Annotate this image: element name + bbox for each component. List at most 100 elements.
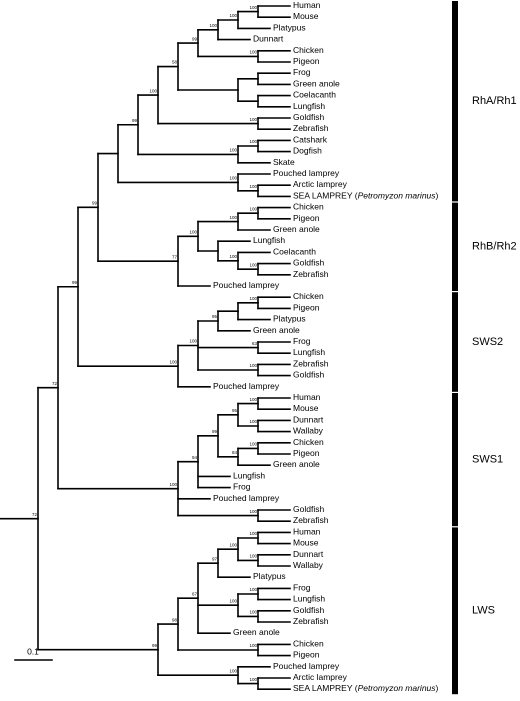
support-value: 100 (249, 50, 257, 55)
leaf-label: Pigeon (293, 448, 320, 458)
leaf-label: Pouched lamprey (213, 280, 280, 290)
leaf-label: Chicken (293, 45, 324, 55)
leaf-name: Lungfish (293, 101, 325, 111)
support-value: 100 (249, 139, 257, 144)
support-value: 77 (172, 254, 178, 259)
leaf-name: Zebrafish (293, 616, 329, 626)
leaf-label: Pouched lamprey (213, 381, 280, 391)
support-value: 100 (249, 509, 257, 514)
leaf-label: Frog (233, 482, 251, 492)
leaf-name: Mouse (293, 11, 319, 21)
support-value: 100 (229, 148, 237, 153)
support-value: 100 (249, 117, 257, 122)
leaf-label: Green anole (233, 627, 280, 637)
support-value: 100 (249, 610, 257, 615)
leaf-name: SEA LAMPREY ( (293, 683, 358, 693)
leaf-label: Goldfish (293, 258, 324, 268)
support-value: 98 (172, 617, 178, 622)
support-value: 100 (229, 215, 237, 220)
leaf-label: Wallaby (293, 560, 324, 570)
leaf-name: Wallaby (293, 426, 324, 436)
leaf-name: Goldfish (293, 112, 324, 122)
support-value: 100 (169, 359, 177, 364)
support-value: 95 (232, 408, 238, 413)
support-value: 100 (249, 397, 257, 402)
leaf-name: Green anole (293, 79, 340, 89)
leaf-name: Zebrafish (293, 123, 329, 133)
leaf-name: Frog (233, 482, 251, 492)
leaf-label: Mouse (293, 538, 319, 548)
leaf-name: Mouse (293, 403, 319, 413)
leaf-name: Green anole (273, 224, 320, 234)
leaf-label: Zebrafish (293, 359, 329, 369)
leaf-label: Platypus (273, 314, 306, 324)
leaf-label: Pigeon (293, 650, 320, 660)
support-value: 100 (249, 262, 257, 267)
support-value: 58 (172, 60, 178, 65)
support-value: 100 (249, 296, 257, 301)
clade-label: RhB/Rh2 (472, 241, 517, 253)
leaf-label: Dunnart (293, 415, 324, 425)
leaf-label: Chicken (293, 437, 324, 447)
leaf-name: SEA LAMPREY ( (293, 191, 358, 201)
leaf-label: Goldfish (293, 370, 324, 380)
leaf-label: Chicken (293, 202, 324, 212)
leaf-name: Frog (293, 67, 311, 77)
leaf-name: Pigeon (293, 448, 320, 458)
leaf-label: Goldfish (293, 504, 324, 514)
support-value: 100 (249, 363, 257, 368)
leaf-name: Pigeon (293, 213, 320, 223)
leaf-name: Mouse (293, 538, 319, 548)
leaf-name: Chicken (293, 437, 324, 447)
support-value: 100 (249, 587, 257, 592)
support-value: 100 (249, 419, 257, 424)
support-value: 100 (189, 339, 197, 344)
leaf-label: Zebrafish (293, 123, 329, 133)
support-value: 94 (192, 455, 198, 460)
support-value: 100 (149, 88, 157, 93)
clade-bar (452, 1, 458, 202)
leaf-name: Goldfish (293, 258, 324, 268)
clade-bar (452, 393, 458, 527)
leaf-label: Goldfish (293, 112, 324, 122)
leaf-name: Zebrafish (293, 359, 329, 369)
leaf-name: Coelacanth (293, 90, 336, 100)
support-value: 100 (209, 23, 217, 28)
leaf-name: Skate (273, 157, 295, 167)
leaf-name: Frog (293, 336, 311, 346)
clade-label: SWS1 (472, 454, 503, 466)
leaf-label: Human (293, 527, 321, 537)
leaf-label: Arctic lamprey (293, 672, 348, 682)
leaf-tail: ) (436, 683, 439, 693)
leaf-name: Pouched lamprey (213, 280, 280, 290)
support-value: 99 (132, 118, 138, 123)
leaf-name: Platypus (273, 23, 306, 33)
species-name: Petromyzon marinus (358, 191, 437, 201)
support-value: 100 (229, 598, 237, 603)
scale-label: 0.1 (27, 646, 39, 656)
support-value: 72 (52, 381, 58, 386)
leaf-label: Pouched lamprey (273, 168, 340, 178)
leaf-name: Lungfish (253, 235, 285, 245)
leaf-name: Wallaby (293, 560, 324, 570)
leaf-label: Platypus (273, 23, 306, 33)
leaf-name: Human (293, 0, 321, 10)
leaf-label: Pigeon (293, 213, 320, 223)
leaf-label: Lungfish (293, 347, 325, 357)
leaf-label: SEA LAMPREY (Petromyzon marinus) (293, 191, 439, 201)
leaf-tail: ) (436, 191, 439, 201)
leaf-label: SEA LAMPREY (Petromyzon marinus) (293, 683, 439, 693)
support-value: 63 (252, 341, 258, 346)
leaf-label: Catshark (293, 135, 328, 145)
support-value: 100 (229, 176, 237, 181)
leaf-name: Arctic lamprey (293, 672, 348, 682)
support-value: 97 (212, 556, 218, 561)
support-value: 100 (229, 254, 237, 259)
support-value: 67 (192, 591, 198, 596)
leaf-label: Zebrafish (293, 515, 329, 525)
leaf-label: Dunnart (253, 34, 284, 44)
leaf-name: Pouched lamprey (273, 661, 340, 671)
leaf-name: Pigeon (293, 303, 320, 313)
leaf-label: Green anole (273, 459, 320, 469)
